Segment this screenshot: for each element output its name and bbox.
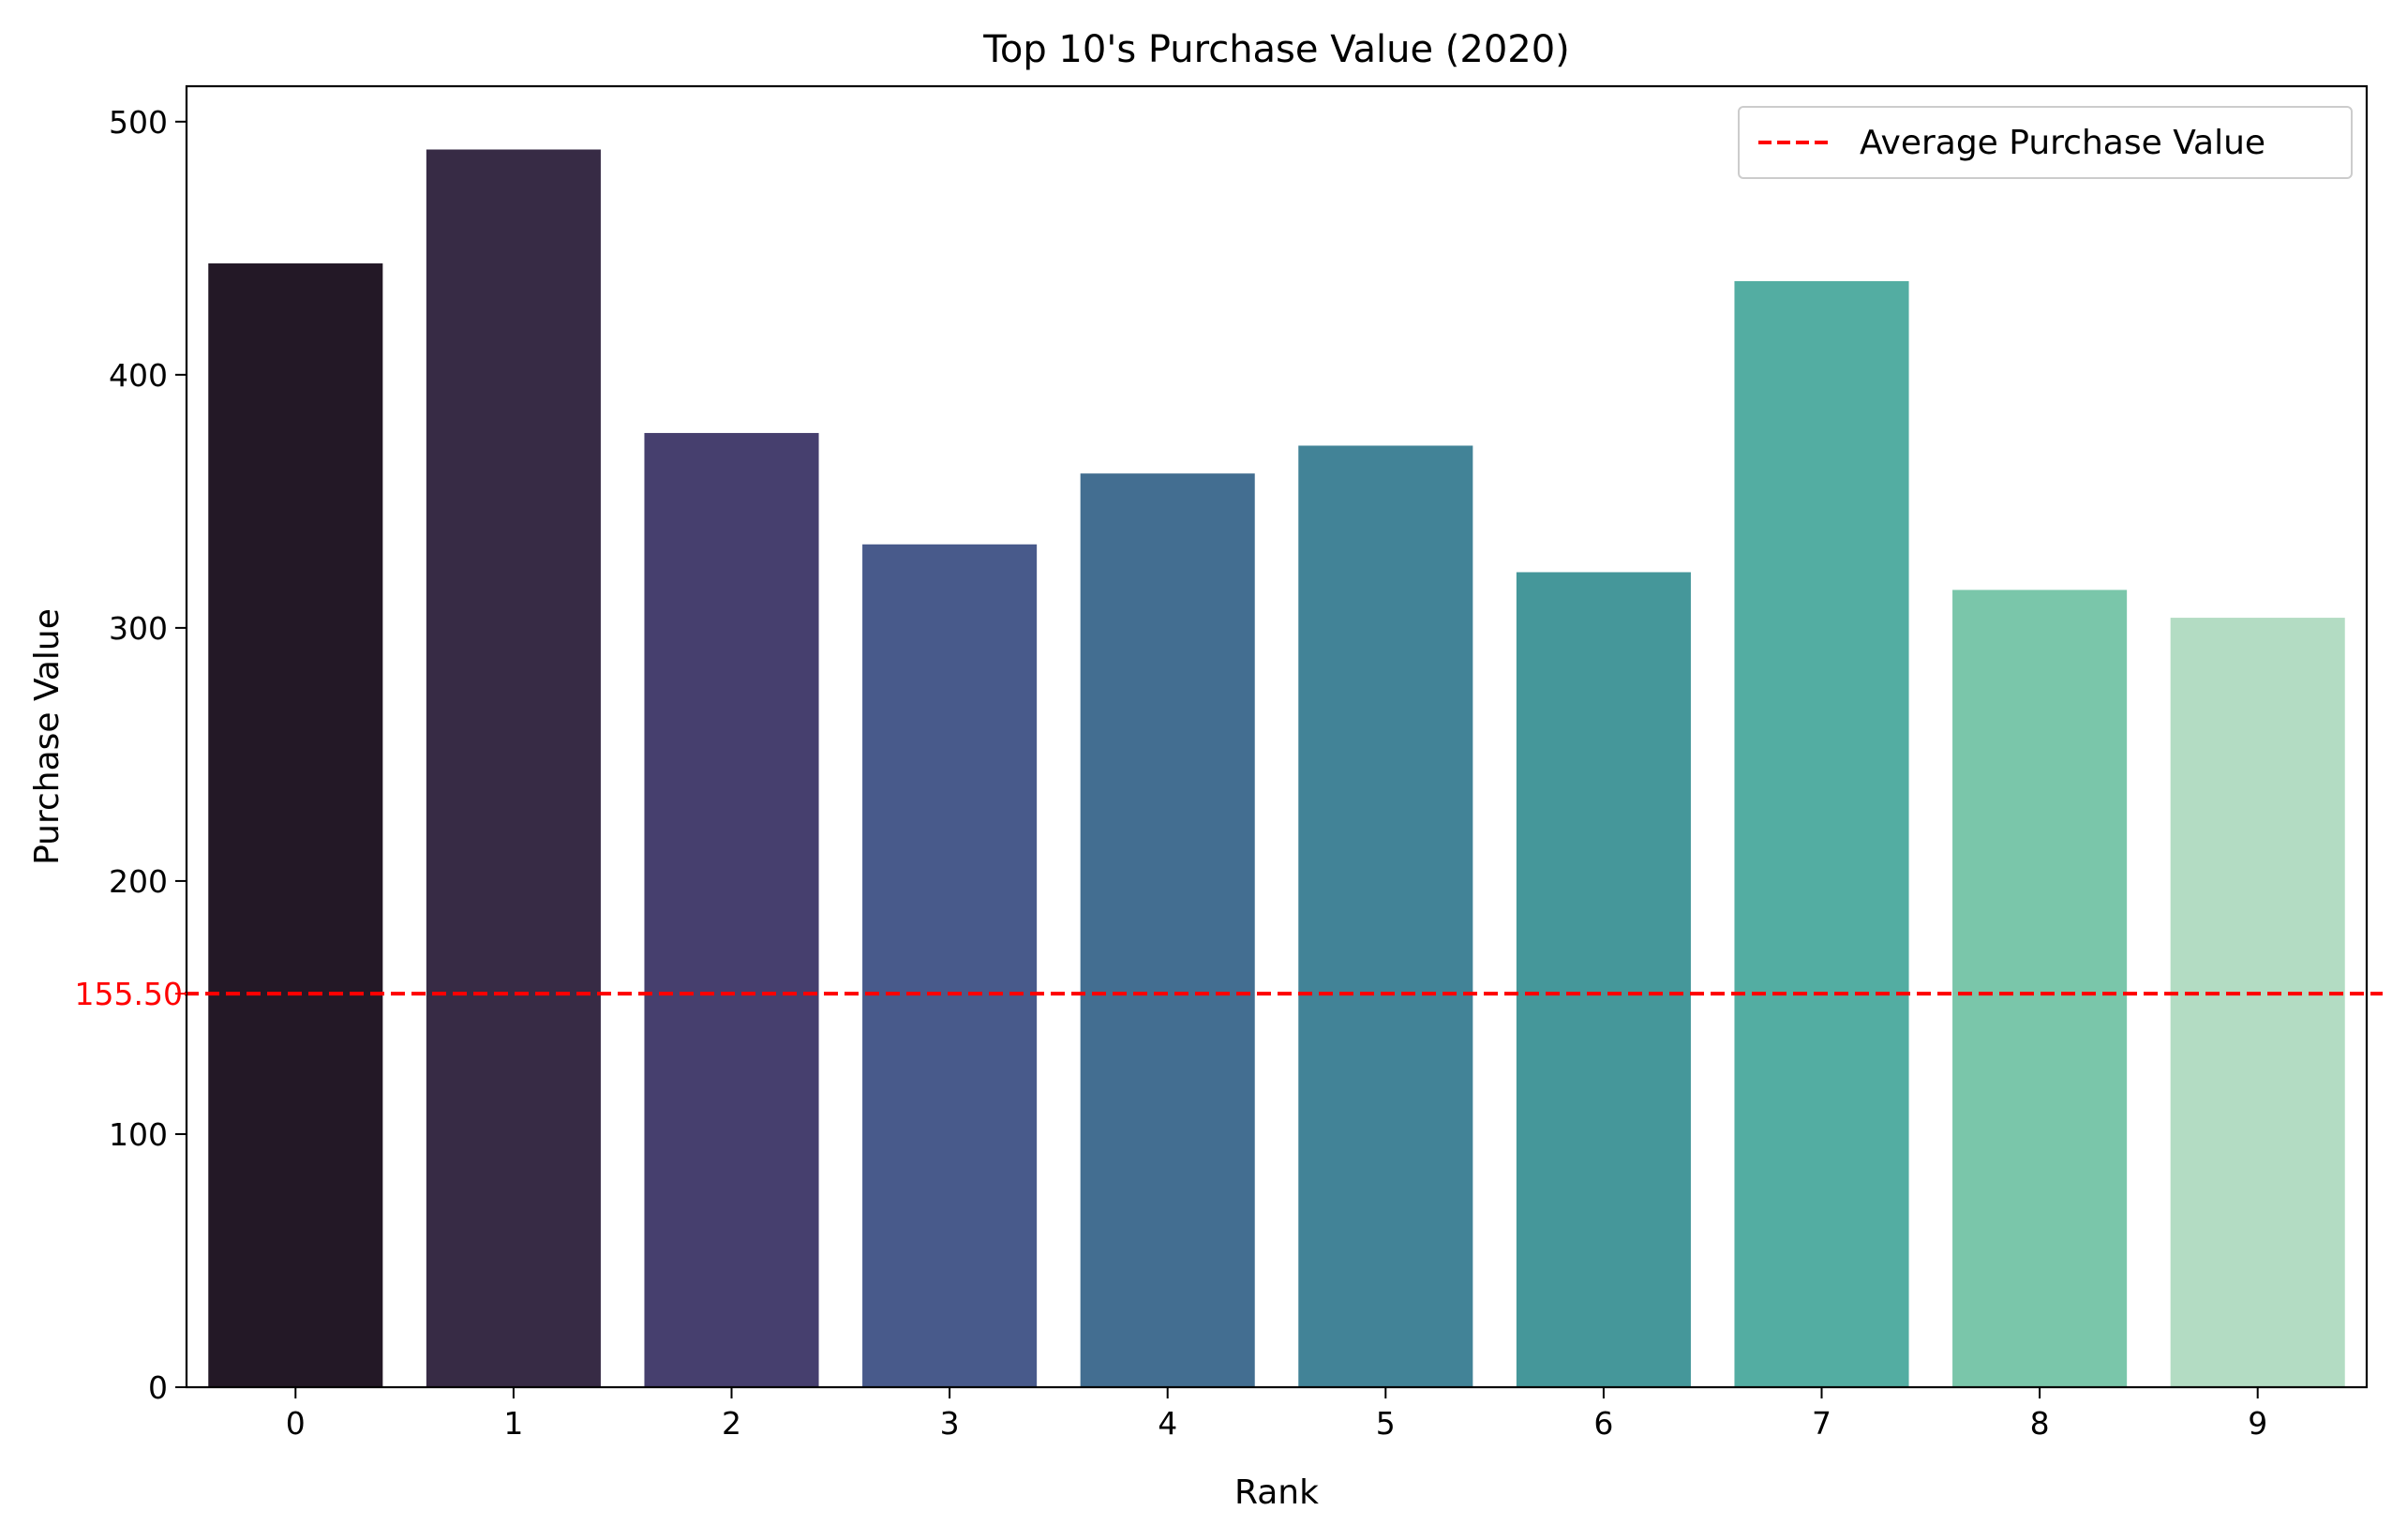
bar-rank-0	[208, 263, 383, 1388]
legend-box	[1738, 106, 2353, 179]
x-tick-label: 7	[1812, 1405, 1831, 1442]
reference-value-label: 155.50	[75, 976, 183, 1012]
x-tick-label: 5	[1376, 1405, 1396, 1442]
bar-rank-5	[1298, 445, 1473, 1387]
legend: Average Purchase Value	[1738, 106, 2353, 179]
x-tick-label: 4	[1158, 1405, 1177, 1442]
y-tick-label: 300	[109, 610, 168, 647]
x-axis-label: Rank	[1234, 1473, 1319, 1512]
bar-rank-4	[1080, 473, 1255, 1387]
bar-rank-2	[644, 432, 819, 1387]
x-tick-label: 9	[2248, 1405, 2267, 1442]
y-tick-label: 400	[109, 357, 168, 394]
bar-rank-7	[1734, 280, 1909, 1388]
x-tick-label: 2	[722, 1405, 741, 1442]
x-tick-label: 8	[2030, 1405, 2050, 1442]
bar-rank-6	[1516, 572, 1691, 1387]
x-tick-label: 0	[286, 1405, 306, 1442]
x-tick-label: 1	[503, 1405, 523, 1442]
y-axis-label: Purchase Value	[28, 608, 67, 865]
y-tick-label: 0	[148, 1369, 168, 1406]
bar-rank-1	[426, 149, 601, 1387]
x-axis: 0 1 2 3 4 5 6 7 8 9	[286, 1387, 2267, 1442]
bars-layer	[208, 149, 2345, 1388]
plot-frame	[185, 84, 2369, 1389]
y-tick-label: 200	[109, 863, 168, 900]
bar-rank-8	[1952, 590, 2128, 1387]
bar-rank-9	[2170, 618, 2345, 1387]
y-axis: 0 100 200 300 400 500 155.50	[75, 104, 187, 1406]
x-tick-label: 6	[1593, 1405, 1613, 1442]
bar-rank-3	[862, 544, 1038, 1387]
x-tick-label: 3	[940, 1405, 960, 1442]
y-tick-label: 100	[109, 1116, 168, 1153]
legend-entry-average-purchase-value: Average Purchase Value	[1860, 124, 2265, 162]
chart-title: Top 10's Purchase Value (2020)	[982, 28, 1570, 71]
y-tick-label: 500	[109, 104, 168, 141]
